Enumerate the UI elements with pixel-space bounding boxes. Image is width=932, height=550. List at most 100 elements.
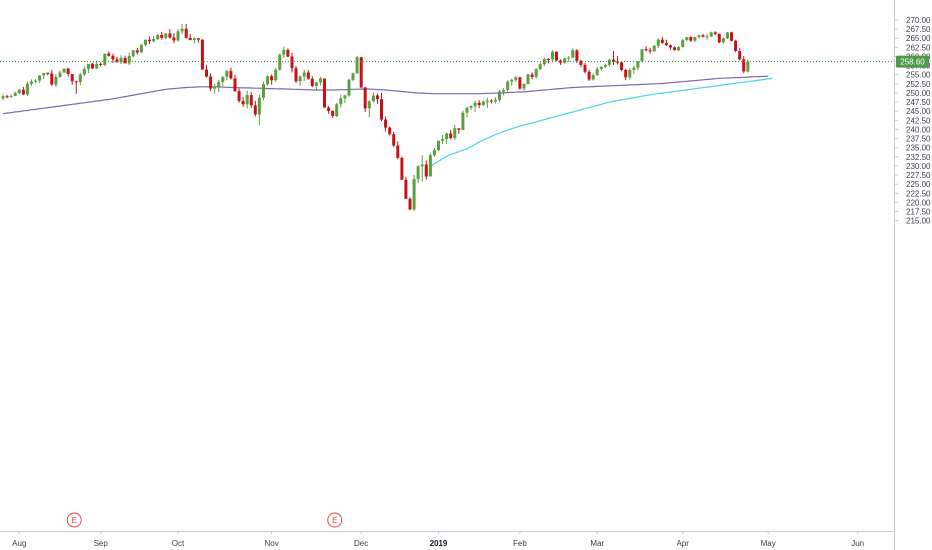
candle-body bbox=[221, 76, 225, 82]
candle-body bbox=[669, 45, 672, 48]
candle-body bbox=[469, 106, 473, 108]
candle bbox=[380, 93, 383, 121]
candle-body bbox=[612, 59, 615, 62]
candle-body bbox=[156, 35, 160, 39]
candle bbox=[115, 56, 119, 63]
candle bbox=[404, 176, 408, 199]
candle-body bbox=[245, 95, 249, 105]
candle-body bbox=[107, 53, 111, 56]
candle-body bbox=[620, 62, 624, 70]
candle-body bbox=[25, 83, 29, 95]
candle bbox=[209, 73, 213, 92]
candle bbox=[87, 63, 90, 73]
candle-body bbox=[681, 40, 685, 47]
candle-body bbox=[17, 89, 21, 93]
y-tick-label: 225.00 bbox=[906, 180, 931, 189]
candle bbox=[697, 34, 701, 39]
y-tick-label: 237.50 bbox=[906, 135, 931, 144]
candle-body bbox=[298, 76, 302, 82]
candle-body bbox=[286, 49, 290, 57]
candle-body bbox=[363, 87, 367, 109]
candle-body bbox=[538, 64, 542, 70]
candle bbox=[184, 24, 188, 39]
candle-body bbox=[660, 39, 664, 43]
candle bbox=[693, 36, 697, 43]
candle-body bbox=[176, 31, 180, 41]
y-tick-label: 222.50 bbox=[906, 189, 931, 198]
event-circle bbox=[327, 512, 343, 528]
candle-body bbox=[583, 64, 587, 72]
x-axis: Aug Sep Oct Nov Dec 2019 Feb Mar Apr May Jun bbox=[0, 531, 894, 548]
candle bbox=[314, 81, 318, 91]
candle-body bbox=[13, 93, 17, 96]
candle-body bbox=[111, 55, 115, 60]
event-circle bbox=[66, 512, 82, 528]
candle-body bbox=[551, 51, 554, 60]
candle bbox=[66, 68, 70, 77]
candle-body bbox=[404, 179, 408, 199]
candle bbox=[620, 61, 624, 72]
y-tick-label: 267.50 bbox=[906, 25, 931, 34]
candle-body bbox=[343, 95, 347, 99]
y-axis[interactable]: 270.00267.50265.00262.50260.00257.50255.… bbox=[894, 0, 931, 550]
candle bbox=[306, 70, 310, 80]
candle bbox=[571, 48, 575, 59]
candle-body bbox=[685, 37, 689, 40]
candle bbox=[225, 70, 229, 81]
candle bbox=[432, 148, 436, 157]
event-label: E bbox=[332, 516, 337, 525]
candle-body bbox=[575, 50, 579, 61]
candle-body bbox=[74, 81, 78, 83]
candle bbox=[546, 57, 550, 64]
candle bbox=[50, 70, 54, 86]
candle-body bbox=[494, 99, 497, 102]
candle-body bbox=[306, 72, 310, 79]
candle-body bbox=[266, 76, 270, 85]
candle bbox=[253, 101, 257, 117]
candle bbox=[713, 31, 717, 36]
y-tick-label: 247.50 bbox=[906, 98, 931, 107]
candle bbox=[42, 72, 46, 80]
candle bbox=[103, 53, 107, 67]
candle-body bbox=[579, 60, 583, 65]
candle bbox=[176, 29, 180, 42]
candle-body bbox=[355, 57, 359, 74]
candle-body bbox=[196, 38, 200, 40]
candle bbox=[428, 153, 432, 177]
candle-body bbox=[595, 68, 599, 76]
candle-body bbox=[730, 32, 733, 41]
candle-body bbox=[144, 39, 147, 45]
candle-body bbox=[489, 100, 493, 102]
candle-body bbox=[270, 76, 274, 81]
candle bbox=[164, 33, 168, 39]
x-tick-label: Dec bbox=[354, 539, 368, 548]
x-tick-label: Jun bbox=[851, 539, 864, 548]
candle-body bbox=[465, 107, 469, 113]
candle bbox=[343, 94, 347, 104]
candle-body bbox=[607, 59, 611, 65]
candle bbox=[286, 48, 290, 58]
candle bbox=[542, 57, 546, 67]
candle-body bbox=[274, 69, 278, 81]
candle-body bbox=[461, 112, 465, 130]
candle-body bbox=[367, 101, 371, 109]
candle bbox=[485, 97, 489, 108]
candle-body bbox=[701, 35, 705, 37]
candle bbox=[477, 100, 481, 108]
candle bbox=[119, 55, 123, 65]
candle bbox=[575, 49, 579, 63]
candle-body bbox=[9, 95, 13, 97]
candle-body bbox=[278, 54, 282, 70]
y-tick-label: 270.00 bbox=[906, 16, 931, 25]
candle-body bbox=[388, 127, 392, 135]
y-tick-label: 232.50 bbox=[906, 153, 931, 162]
y-tick-label: 235.00 bbox=[906, 144, 931, 153]
candle-body bbox=[119, 57, 123, 63]
y-tick-label: 242.50 bbox=[906, 116, 931, 125]
candle-body bbox=[213, 86, 217, 89]
candle-body bbox=[30, 81, 33, 84]
candle bbox=[726, 32, 729, 39]
candle-body bbox=[87, 63, 90, 69]
x-tick-label: May bbox=[761, 539, 776, 548]
